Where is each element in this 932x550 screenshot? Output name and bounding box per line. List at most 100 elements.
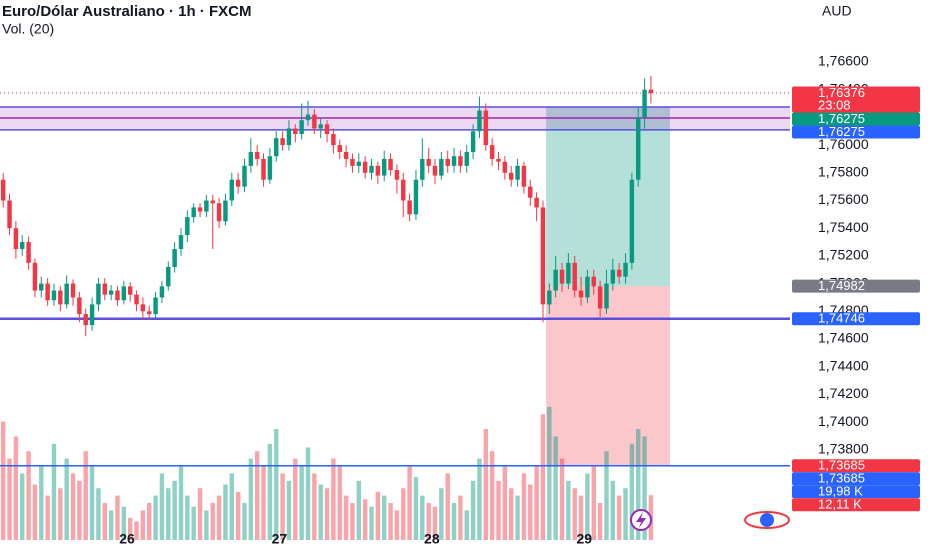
volume-bar bbox=[642, 436, 647, 540]
price-tag bbox=[792, 112, 920, 126]
y-tick-label: 1,75200 bbox=[818, 247, 869, 263]
candle-body bbox=[115, 290, 120, 301]
candle-body bbox=[312, 114, 317, 129]
volume-bar bbox=[102, 503, 108, 540]
candle-body bbox=[451, 156, 457, 166]
x-tick-label: 26 bbox=[119, 531, 135, 547]
volume-bar bbox=[254, 451, 260, 540]
volume-bar bbox=[89, 466, 95, 540]
volume-bar bbox=[547, 406, 552, 540]
volume-bar bbox=[140, 510, 146, 540]
candle-body bbox=[293, 128, 298, 135]
volume-bar bbox=[559, 458, 565, 540]
volume-bar bbox=[489, 451, 495, 540]
candle-body bbox=[572, 262, 577, 291]
candle-body bbox=[280, 138, 285, 146]
volume-bar bbox=[629, 443, 635, 540]
candle-body bbox=[204, 200, 209, 212]
candle-body bbox=[305, 114, 311, 121]
volume-bar bbox=[343, 495, 349, 540]
candle-body bbox=[578, 290, 584, 298]
candle-body bbox=[216, 203, 222, 222]
more-icon[interactable] bbox=[744, 511, 790, 529]
candle-body bbox=[64, 283, 69, 305]
chart-title: Euro/Dólar Australiano · 1h · FXCM bbox=[2, 3, 251, 20]
candle-body bbox=[610, 269, 616, 284]
volume-bar bbox=[401, 488, 406, 540]
volume-bar bbox=[134, 521, 139, 540]
candle-body bbox=[159, 286, 165, 298]
volume-bar bbox=[77, 480, 82, 540]
candle-body bbox=[388, 158, 393, 171]
price-tag-label: 1,73685 bbox=[818, 470, 865, 485]
icon-dot[interactable] bbox=[760, 513, 774, 527]
candle-body bbox=[185, 217, 190, 236]
volume-bar bbox=[127, 517, 133, 540]
volume-bar bbox=[502, 466, 508, 540]
candle-body bbox=[407, 200, 412, 215]
candle-body bbox=[470, 131, 476, 153]
candle-body bbox=[32, 262, 38, 291]
volume-bar bbox=[216, 495, 222, 540]
candle-body bbox=[299, 120, 304, 135]
candle-body bbox=[439, 158, 444, 176]
candle-body bbox=[274, 138, 279, 157]
candle-body bbox=[597, 286, 603, 309]
candle-body bbox=[140, 304, 146, 312]
volume-bar bbox=[413, 477, 419, 540]
volume-bar bbox=[375, 491, 381, 540]
candle-body bbox=[420, 158, 425, 180]
y-tick-label: 1,75600 bbox=[818, 191, 869, 207]
volume-bar bbox=[477, 458, 482, 540]
candle-body bbox=[254, 152, 260, 159]
candle-body bbox=[528, 186, 533, 198]
position-target bbox=[546, 107, 670, 287]
candle-body bbox=[242, 165, 247, 187]
candle-body bbox=[413, 179, 419, 215]
candle-body bbox=[585, 276, 590, 298]
candle-body bbox=[178, 235, 184, 249]
y-tick-label: 1,75400 bbox=[818, 219, 869, 235]
volume-bar bbox=[191, 506, 196, 540]
y-tick-label: 1,73800 bbox=[818, 441, 869, 457]
candle-body bbox=[197, 207, 203, 212]
volume-bar bbox=[604, 451, 609, 540]
candle-body bbox=[642, 89, 647, 118]
price-tag-label: 1,73685 bbox=[818, 457, 865, 472]
y-tick-label: 1,74400 bbox=[818, 357, 869, 373]
icon-bolt[interactable] bbox=[636, 512, 646, 528]
candle-body bbox=[96, 283, 101, 305]
volume-bar bbox=[286, 480, 292, 540]
volume-bar bbox=[121, 506, 127, 540]
volume-bar bbox=[515, 495, 520, 540]
candle-body bbox=[489, 145, 495, 159]
candle-body bbox=[381, 158, 387, 176]
candle-body bbox=[496, 158, 501, 162]
candle-body bbox=[229, 179, 235, 201]
volume-bar bbox=[356, 480, 362, 540]
y-tick-label: 1,75800 bbox=[818, 164, 869, 180]
candle-body bbox=[508, 172, 514, 180]
candle-body bbox=[604, 283, 609, 309]
y-axis-label: AUD bbox=[822, 3, 852, 19]
volume-bar bbox=[578, 495, 584, 540]
candle-body bbox=[445, 158, 450, 166]
bolt-icon[interactable] bbox=[630, 509, 652, 531]
candle-body bbox=[350, 158, 355, 166]
candle-body bbox=[134, 294, 139, 305]
candle-body bbox=[191, 207, 196, 218]
volume-bar bbox=[51, 443, 57, 540]
candle-body bbox=[83, 314, 88, 326]
candle-body bbox=[432, 165, 438, 176]
volume-bar bbox=[553, 436, 558, 540]
volume-bar bbox=[458, 495, 463, 540]
price-tag bbox=[792, 498, 920, 512]
price-tag-label: 1,74982 bbox=[818, 278, 865, 293]
candle-body bbox=[166, 266, 171, 287]
candle-body bbox=[426, 158, 431, 166]
volume-bar bbox=[159, 473, 165, 540]
volume-bar bbox=[32, 484, 38, 540]
volume-bar bbox=[248, 458, 254, 540]
